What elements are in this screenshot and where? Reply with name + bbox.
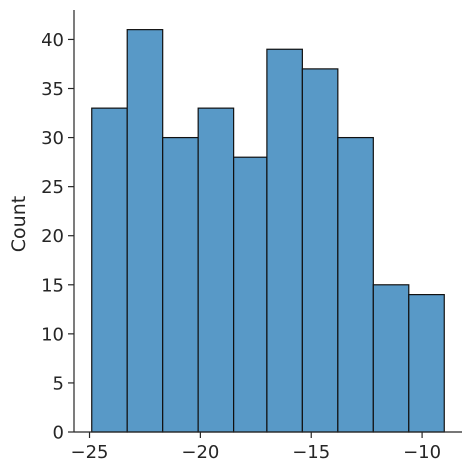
histogram-bar [337, 136, 374, 433]
y-tick-label: 40 [41, 30, 64, 51]
x-tick-label: −25 [71, 442, 109, 463]
x-axis-ticks: −25 −20 −15 −10 [71, 432, 441, 463]
histogram-bar [408, 294, 445, 433]
y-axis-title: Count [8, 196, 30, 252]
x-tick-label: −15 [292, 442, 330, 463]
bars-group [91, 29, 445, 433]
histogram-bar [91, 107, 128, 433]
y-tick-label: 15 [41, 275, 64, 296]
y-tick-label: 30 [41, 128, 64, 149]
y-tick-label: 35 [41, 79, 64, 100]
histogram-bar [372, 284, 410, 433]
histogram-bar [266, 48, 303, 433]
y-tick-label: 20 [41, 226, 64, 247]
histogram-bar [301, 68, 339, 433]
y-tick-label: 10 [41, 324, 64, 345]
y-tick-label: 25 [41, 177, 64, 198]
histogram-bar [197, 107, 235, 433]
y-tick-label: 0 [53, 423, 64, 444]
histogram-bar [233, 156, 268, 433]
y-tick-label: 5 [53, 373, 64, 394]
histogram-bar [126, 29, 164, 433]
histogram-bar [162, 136, 199, 433]
x-tick-label: −10 [403, 442, 441, 463]
y-axis-ticks: 0 5 10 15 20 25 30 35 40 [41, 30, 74, 444]
x-tick-label: −20 [181, 442, 219, 463]
